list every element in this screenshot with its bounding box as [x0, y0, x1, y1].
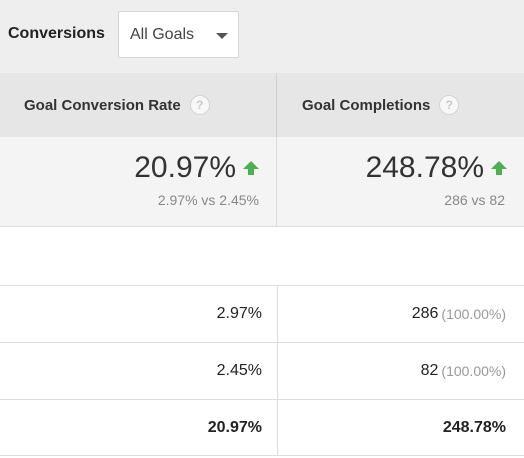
- summary-value: 20.97%: [134, 151, 236, 184]
- filter-bar: Conversions All Goals: [0, 0, 524, 73]
- column-divider: [277, 343, 278, 399]
- column-divider: [277, 400, 278, 455]
- table-row-change: 20.97% 248.78%: [0, 399, 524, 456]
- trend-up-arrow-icon: [243, 161, 259, 175]
- summary-comparison: 2.97% vs 2.45%: [157, 192, 259, 208]
- metric-header-label: Goal Conversion Rate: [24, 96, 181, 114]
- help-icon[interactable]: ?: [439, 95, 460, 115]
- completions-value: 82: [420, 362, 439, 379]
- table-row: 2.45% 82 (100.00%): [0, 342, 524, 399]
- completions-value: 248.78%: [442, 419, 506, 436]
- summary-comparison: 286 vs 82: [444, 192, 505, 208]
- summary-value: 248.78%: [365, 151, 484, 184]
- completions-value: 286: [411, 305, 439, 322]
- help-icon[interactable]: ?: [189, 95, 210, 115]
- header-goal-completions[interactable]: Goal Completions ?: [277, 73, 524, 137]
- rate-cell: 2.97%: [216, 305, 262, 322]
- column-divider: [277, 286, 278, 342]
- caret-down-icon: [216, 33, 228, 39]
- completions-percent: (100.00%): [441, 306, 506, 322]
- goals-dropdown[interactable]: All Goals: [118, 11, 239, 58]
- filter-label: Conversions: [8, 25, 105, 42]
- completions-cell: 82 (100.00%): [278, 343, 506, 399]
- header-goal-conversion-rate[interactable]: Goal Conversion Rate ?: [0, 73, 277, 137]
- metric-header-label: Goal Completions: [302, 96, 431, 114]
- trend-up-arrow-icon: [491, 161, 507, 175]
- completions-cell: 286 (100.00%): [278, 286, 506, 342]
- summary-goal-completions: 248.78% 286 vs 82: [277, 137, 524, 227]
- rate-cell: 2.45%: [216, 362, 262, 379]
- completions-percent: (100.00%): [441, 363, 506, 379]
- completions-change-cell: 248.78%: [278, 400, 506, 456]
- summary-goal-conversion-rate: 20.97% 2.97% vs 2.45%: [0, 137, 277, 227]
- table-row: 2.97% 286 (100.00%): [0, 285, 524, 342]
- rate-change-cell: 20.97%: [207, 419, 262, 436]
- goals-dropdown-value: All Goals: [130, 26, 195, 43]
